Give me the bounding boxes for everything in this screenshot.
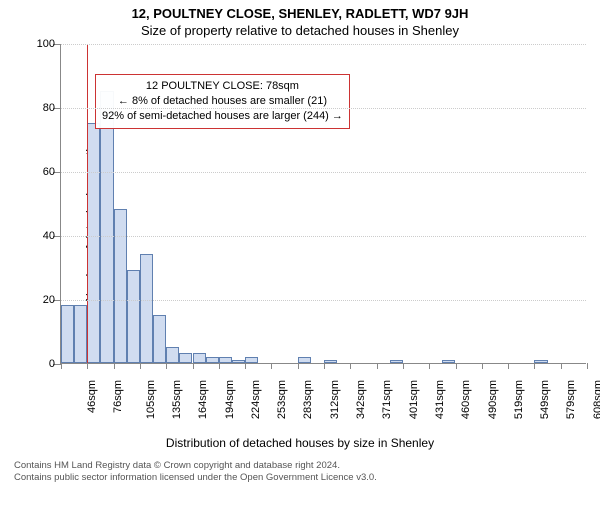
x-tick-label: 105sqm <box>145 380 157 419</box>
x-tick <box>403 363 404 369</box>
y-tick-label: 20 <box>25 294 55 306</box>
x-tick <box>377 363 378 369</box>
x-axis-label: Distribution of detached houses by size … <box>0 436 600 450</box>
x-tick-label: 431sqm <box>434 380 446 419</box>
histogram-bar <box>206 357 219 363</box>
y-tick-label: 100 <box>25 38 55 50</box>
histogram-bar <box>140 254 153 363</box>
x-tick <box>193 363 194 369</box>
x-tick-label: 549sqm <box>539 380 551 419</box>
histogram-bar <box>61 305 74 363</box>
x-tick <box>324 363 325 369</box>
grid-line <box>61 172 586 173</box>
x-tick <box>561 363 562 369</box>
x-tick-label: 76sqm <box>112 380 124 413</box>
x-tick-label: 224sqm <box>250 380 262 419</box>
x-tick <box>508 363 509 369</box>
histogram-bar <box>100 91 113 363</box>
footer: Contains HM Land Registry data © Crown c… <box>14 460 586 485</box>
x-tick <box>114 363 115 369</box>
histogram-bar <box>127 270 140 363</box>
footer-line2: Contains public sector information licen… <box>14 472 586 484</box>
annotation-line1: 12 POULTNEY CLOSE: 78sqm <box>102 79 343 94</box>
histogram-bar <box>74 305 87 363</box>
x-tick <box>219 363 220 369</box>
histogram-bar <box>324 360 337 363</box>
histogram-bar <box>298 357 311 363</box>
footer-line1: Contains HM Land Registry data © Crown c… <box>14 460 586 472</box>
histogram-bar <box>193 353 206 363</box>
x-tick-label: 579sqm <box>566 380 578 419</box>
x-tick-label: 46sqm <box>86 380 98 413</box>
x-tick <box>456 363 457 369</box>
histogram-bar <box>442 360 455 363</box>
histogram-bar <box>114 209 127 363</box>
grid-line <box>61 108 586 109</box>
x-tick <box>587 363 588 369</box>
x-tick-label: 164sqm <box>197 380 209 419</box>
annotation-line2: ← 8% of detached houses are smaller (21) <box>102 94 343 109</box>
x-tick-label: 342sqm <box>355 380 367 419</box>
histogram-bar <box>87 123 100 363</box>
x-tick <box>140 363 141 369</box>
x-tick <box>350 363 351 369</box>
annotation-box: 12 POULTNEY CLOSE: 78sqm ← 8% of detache… <box>95 74 350 129</box>
x-tick-label: 135sqm <box>171 380 183 419</box>
x-tick-label: 194sqm <box>224 380 236 419</box>
x-tick-label: 490sqm <box>487 380 499 419</box>
x-tick <box>166 363 167 369</box>
x-tick-label: 253sqm <box>276 380 288 419</box>
y-tick-label: 80 <box>25 102 55 114</box>
x-tick-label: 401sqm <box>408 380 420 419</box>
page-title-line2: Size of property relative to detached ho… <box>0 23 600 38</box>
histogram-bar <box>179 353 192 363</box>
x-tick <box>482 363 483 369</box>
histogram-bar <box>153 315 166 363</box>
histogram-bar <box>390 360 403 363</box>
x-tick <box>534 363 535 369</box>
x-tick-label: 519sqm <box>513 380 525 419</box>
histogram-bar <box>166 347 179 363</box>
x-tick <box>245 363 246 369</box>
histogram-bar <box>245 357 258 363</box>
annotation-line3: 92% of semi-detached houses are larger (… <box>102 109 343 124</box>
y-tick-label: 0 <box>25 358 55 370</box>
x-tick <box>429 363 430 369</box>
y-tick-label: 60 <box>25 166 55 178</box>
chart-container: Number of detached properties 12 POULTNE… <box>50 44 586 394</box>
x-tick-label: 371sqm <box>381 380 393 419</box>
x-tick-label: 312sqm <box>329 380 341 419</box>
marker-line <box>87 44 88 363</box>
x-tick <box>87 363 88 369</box>
x-tick <box>271 363 272 369</box>
x-tick-label: 608sqm <box>592 380 600 419</box>
grid-line <box>61 44 586 45</box>
x-tick-label: 283sqm <box>303 380 315 419</box>
y-tick-label: 40 <box>25 230 55 242</box>
histogram-bar <box>232 360 245 363</box>
grid-line <box>61 236 586 237</box>
histogram-bar <box>219 357 232 363</box>
x-tick <box>298 363 299 369</box>
plot-area: 12 POULTNEY CLOSE: 78sqm ← 8% of detache… <box>60 44 586 364</box>
x-tick <box>61 363 62 369</box>
page-title-line1: 12, POULTNEY CLOSE, SHENLEY, RADLETT, WD… <box>0 6 600 21</box>
grid-line <box>61 300 586 301</box>
x-tick-label: 460sqm <box>460 380 472 419</box>
histogram-bar <box>534 360 547 363</box>
